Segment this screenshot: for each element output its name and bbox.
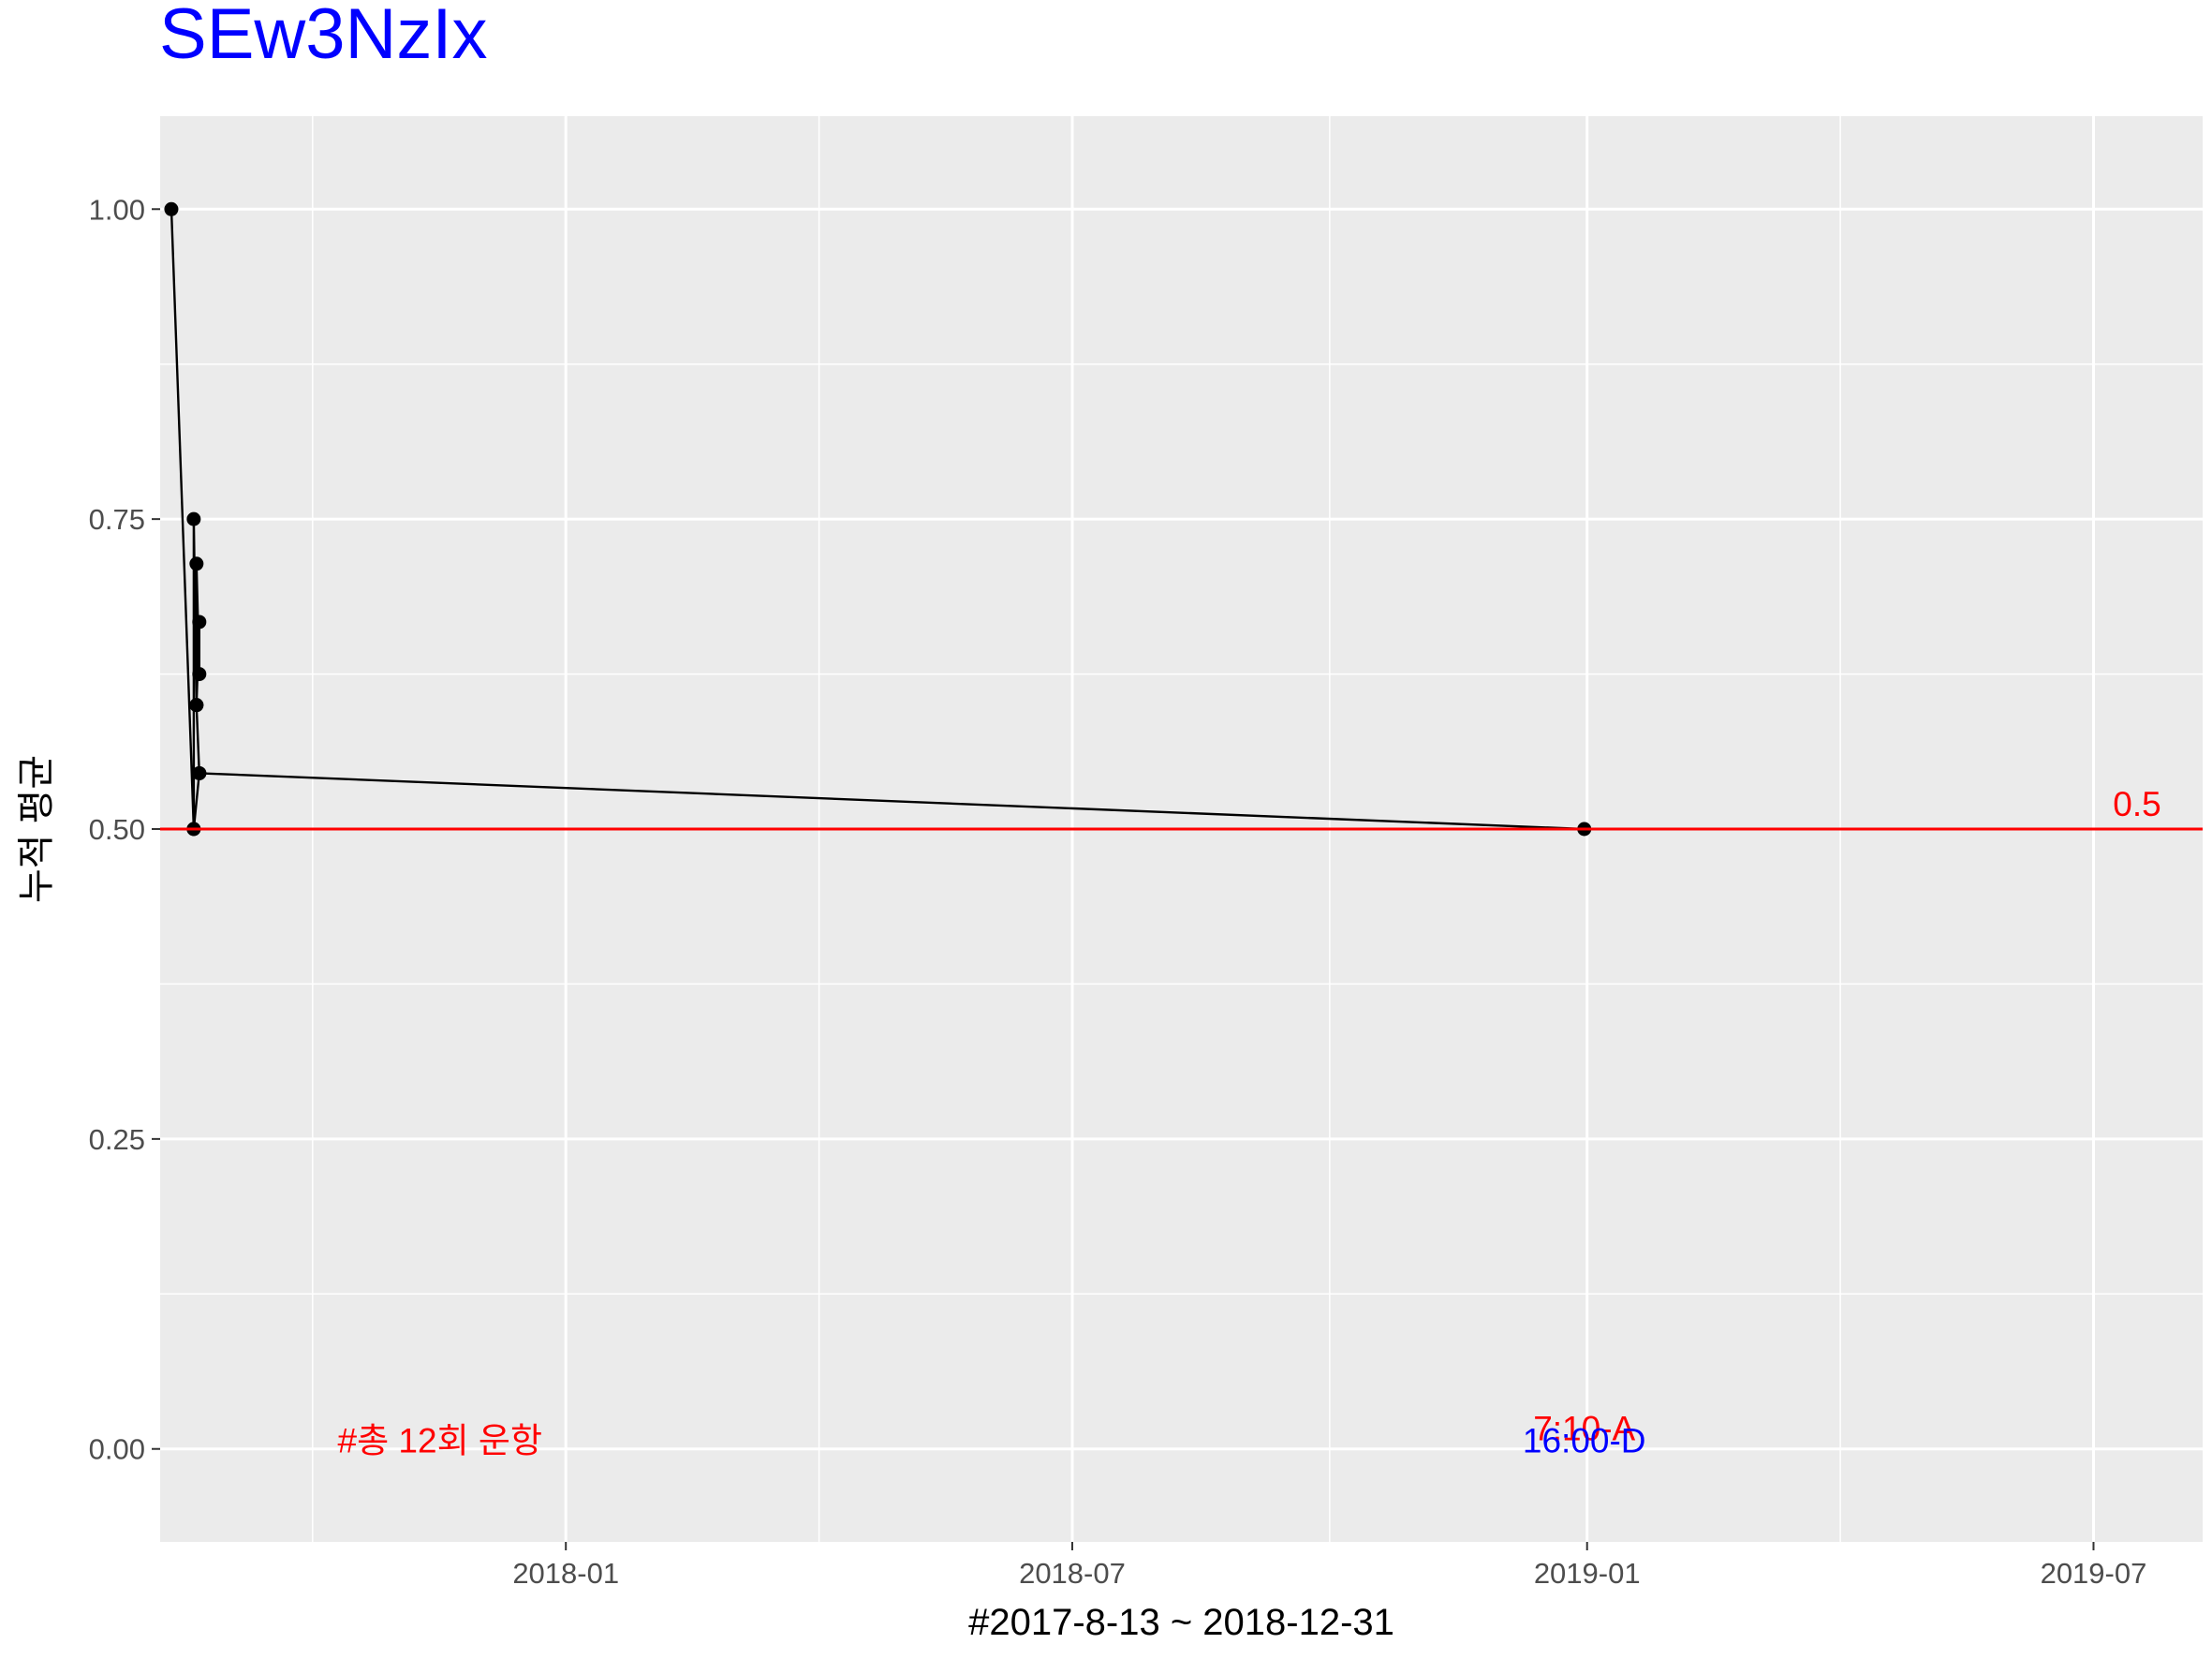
x-tick-label: 2019-07 [2041,1557,2147,1590]
data-point [192,615,207,630]
series-line [170,209,1585,831]
series-layer [164,201,1592,837]
annotations-layer: #총 12회 운항 7:10-A16:00-D [338,1410,1646,1460]
x-tick-label: 2018-07 [1019,1557,1126,1590]
y-tick-label: 0.25 [89,1123,145,1156]
reference-line-label: 0.5 [2113,785,2160,823]
y-axis: 0.00 0.25 0.50 0.75 1.00 [89,193,160,1466]
data-point [192,765,207,780]
y-tick-label: 1.00 [89,193,145,226]
x-tick-label: 2019-01 [1534,1557,1641,1590]
annotation-label: 16:00-D [1523,1422,1646,1460]
data-point [189,698,204,713]
y-tick-label: 0.75 [89,503,145,536]
y-tick-label: 0.50 [89,813,145,846]
x-axis: 2018-01 2018-07 2019-01 2019-07 [512,1542,2146,1590]
y-tick-label: 0.00 [89,1433,145,1466]
y-axis-title: 누적 평균 [16,755,57,903]
x-axis-title: #2017-8-13 ~ 2018-12-31 [968,1602,1394,1643]
data-point [164,201,179,216]
annotation-label: 7:10-A [1533,1410,1635,1448]
x-tick-label: 2018-01 [512,1557,619,1590]
data-point [189,556,204,571]
chart-title: SEw3NzIx [159,0,488,74]
annotation-label: #총 12회 운항 [338,1422,542,1460]
data-point [192,667,207,682]
data-point [186,511,201,526]
reference-line-layer: 0.5 [160,785,2203,831]
